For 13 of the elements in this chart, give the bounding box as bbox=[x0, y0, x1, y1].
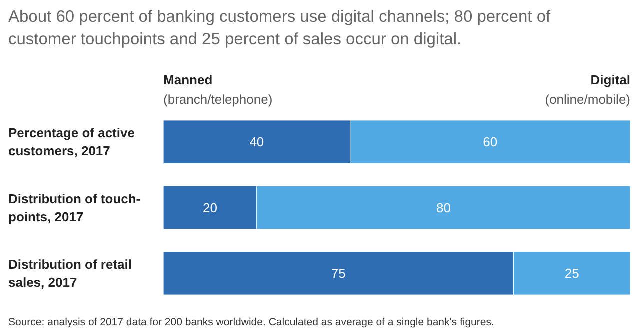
data-label: 20 bbox=[203, 200, 218, 216]
y-tick-label: Distribution of retail sales, 2017 bbox=[8, 256, 132, 290]
series-label: Manned (branch/telephone) bbox=[164, 72, 273, 107]
y-tick-label: Percentage of active customers, 2017 bbox=[8, 126, 135, 159]
data-label: 60 bbox=[483, 134, 498, 150]
series-label: Digital (online/mobile) bbox=[545, 72, 631, 107]
data-label: 80 bbox=[436, 200, 451, 216]
data-label: 25 bbox=[564, 266, 580, 281]
chart-title: About 60 percent of banking customers use digital channels; 80 percent of customer touchpoints and 25 percent of sales occur on digital. bbox=[8, 8, 552, 48]
y-tick-label: Distribution of touch- points, 2017 bbox=[8, 191, 141, 224]
source-note: Source: analysis of 2017 data for 200 banks worldwide. Calculated as average of a single bank's figures. bbox=[8, 316, 494, 328]
data-label: 75 bbox=[331, 266, 346, 281]
data-label: 40 bbox=[250, 134, 264, 150]
